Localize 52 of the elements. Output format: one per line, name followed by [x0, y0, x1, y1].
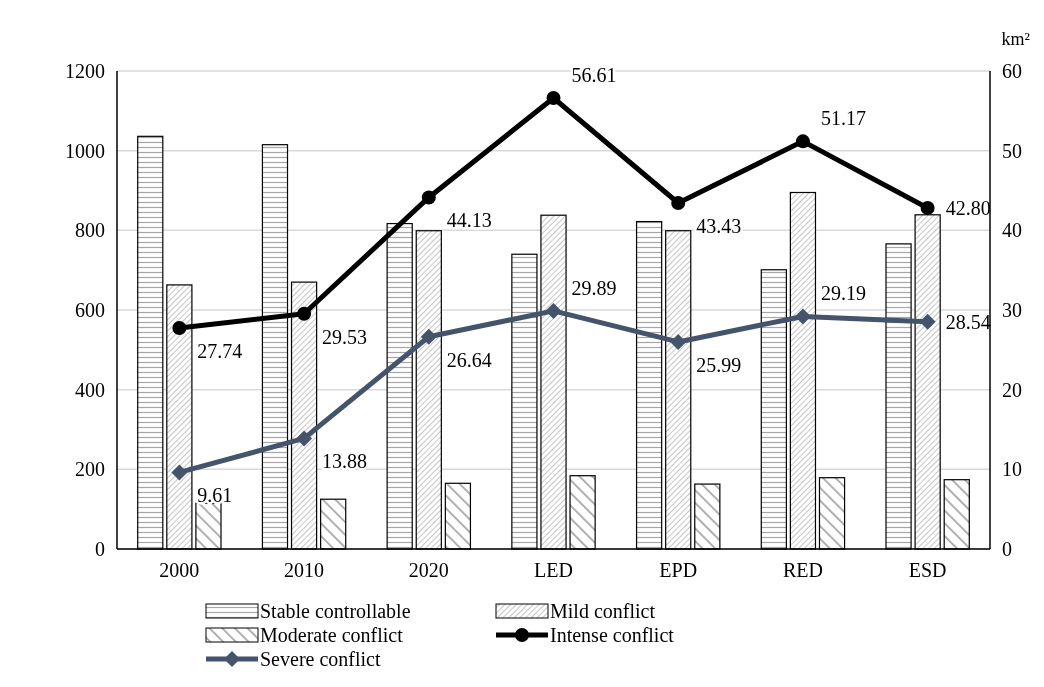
point: [296, 430, 313, 447]
data-label: 26.64: [446, 348, 492, 371]
x-tick-label: RED: [782, 559, 823, 581]
point: [421, 190, 436, 205]
y2-tick-label: 60: [1002, 60, 1022, 82]
point: [545, 302, 562, 319]
y-tick-label: 1200: [65, 60, 105, 82]
data-label: 29.89: [571, 276, 617, 299]
point: [794, 308, 811, 325]
y-tick-label: 1000: [65, 139, 105, 162]
legend-label: Severe conflict: [260, 648, 381, 670]
y-tick-label: 0: [95, 538, 105, 560]
legend-label: Mild conflict: [550, 600, 656, 622]
x-tick-label: EPD: [659, 559, 698, 581]
legend-label: Stable controllable: [260, 600, 411, 622]
x-tick-label: 2020: [408, 559, 449, 581]
data-label: 51.17: [820, 107, 866, 130]
point: [420, 328, 437, 345]
y2-tick-label: 30: [1002, 299, 1022, 321]
y2-tick-label: 0: [1002, 538, 1012, 560]
data-label: 27.74: [197, 340, 243, 362]
y2-tick-label: 40: [1002, 219, 1022, 242]
y2-tick-label: 50: [1002, 139, 1022, 162]
point: [795, 134, 810, 149]
point: [171, 464, 188, 481]
data-label: 44.13: [446, 209, 492, 232]
legend-label: Intense conflict: [550, 624, 675, 646]
y-tick-label: 600: [75, 299, 105, 321]
data-label: 29.53: [322, 325, 368, 348]
data-label: 43.43: [696, 215, 742, 238]
y-tick-label: 800: [75, 219, 105, 242]
x-tick-label: 2000: [159, 559, 200, 581]
point: [297, 306, 312, 321]
x-tick-label: ESD: [908, 559, 947, 581]
data-label: 29.19: [820, 282, 866, 305]
x-tick-label: 2010: [284, 559, 325, 581]
point: [671, 196, 686, 211]
data-label: 56.61: [571, 64, 617, 87]
data-label: 9.61: [197, 484, 233, 507]
legend-label: Moderate conflict: [260, 624, 404, 646]
y-tick-label: 200: [75, 458, 105, 481]
y-tick-label: 400: [75, 378, 105, 401]
point: [670, 333, 687, 350]
y2-tick-label: 10: [1002, 458, 1022, 481]
point: [546, 91, 561, 106]
point: [172, 321, 187, 336]
x-tick-label: LED: [534, 559, 573, 581]
y2-tick-label: 20: [1002, 378, 1022, 401]
y2-axis-title: km²: [1001, 29, 1030, 49]
data-label: 25.99: [696, 353, 742, 376]
data-label: 13.88: [322, 450, 368, 473]
point: [920, 201, 935, 216]
